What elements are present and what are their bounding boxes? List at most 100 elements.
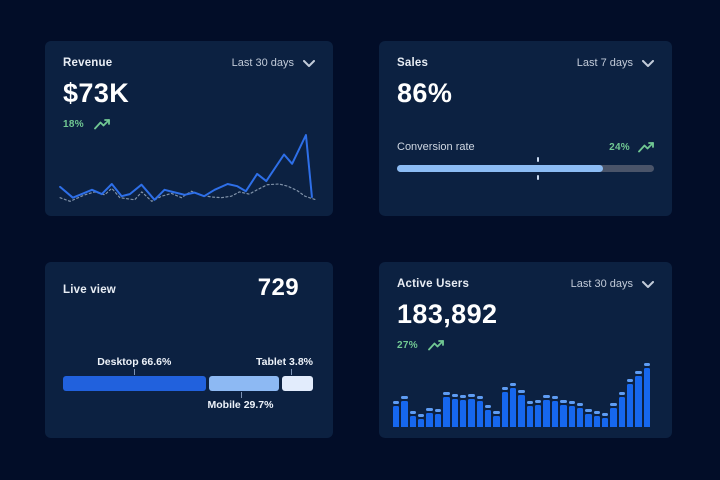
bar	[484, 404, 492, 427]
sales-range-label: Last 7 days	[576, 57, 633, 69]
bar-body	[543, 400, 550, 427]
bar	[610, 402, 617, 427]
bar-cap	[601, 412, 609, 416]
bar	[568, 401, 575, 427]
bar	[418, 414, 425, 427]
active-users-value: 183,892	[397, 299, 498, 329]
revenue-delta: 18%	[63, 118, 84, 130]
bar-cap	[443, 391, 450, 395]
card-grid: Revenue Last 30 days $73K 18% Sales Last…	[45, 41, 672, 438]
bar-body	[593, 416, 600, 427]
bar	[643, 363, 651, 427]
progress-marker-bottom	[537, 175, 540, 180]
bar	[543, 395, 550, 427]
trending-up-icon	[638, 142, 654, 153]
revenue-range-label: Last 30 days	[231, 57, 294, 69]
bar-cap	[526, 401, 534, 405]
bar	[551, 396, 559, 427]
conversion-progress-bar	[397, 157, 654, 180]
bar-body	[585, 414, 592, 427]
segment-tablet	[281, 376, 313, 391]
bar	[459, 395, 467, 427]
segment-connector-desktop	[134, 369, 136, 375]
bar	[468, 393, 475, 427]
bar-cap	[643, 363, 651, 366]
bar-cap	[576, 402, 584, 406]
sales-card: Sales Last 7 days 86% Conversion rate 24…	[379, 41, 672, 216]
segment-desktop	[63, 376, 206, 391]
bar-body	[409, 416, 417, 427]
revenue-card-header: Revenue Last 30 days	[63, 57, 315, 69]
bar-cap	[426, 407, 433, 411]
bar-cap	[551, 396, 559, 400]
bar	[593, 411, 600, 427]
progress-marker-top	[537, 157, 540, 162]
bar	[409, 411, 417, 427]
active-users-bar-chart	[393, 363, 651, 427]
bar	[401, 396, 408, 427]
segment-mobile	[208, 376, 279, 391]
bar-body	[560, 405, 567, 427]
segment-connector-tablet	[291, 369, 293, 375]
bar-body	[551, 401, 559, 427]
revenue-card-title: Revenue	[63, 57, 113, 69]
segment-label-tablet: Tablet 3.8%	[256, 356, 313, 368]
bar	[393, 401, 400, 427]
bar	[493, 411, 500, 427]
bar-body	[443, 396, 450, 427]
active-users-range-dropdown[interactable]: Last 30 days	[571, 278, 654, 290]
chevron-down-icon	[642, 280, 654, 288]
active-users-card-title: Active Users	[397, 278, 470, 290]
bar-cap	[535, 400, 542, 404]
bar-body	[618, 396, 626, 427]
trending-up-icon	[94, 119, 110, 130]
bar-body	[576, 407, 584, 427]
bar-cap	[468, 393, 475, 397]
bar-body	[627, 384, 634, 427]
bar-cap	[585, 409, 592, 413]
bar-cap	[627, 379, 634, 382]
bar-cap	[510, 383, 517, 387]
bar-body	[510, 388, 517, 427]
bar	[434, 409, 442, 427]
bar-body	[418, 419, 425, 427]
sales-delta-group: 24%	[609, 141, 654, 153]
bar-body	[493, 416, 500, 427]
bar	[576, 402, 584, 427]
bar-cap	[493, 411, 500, 414]
bar-body	[451, 398, 458, 427]
chevron-down-icon	[303, 59, 315, 67]
bar-body	[535, 405, 542, 427]
line-series-previous	[59, 183, 317, 202]
sales-range-dropdown[interactable]: Last 7 days	[577, 57, 654, 69]
bar	[426, 407, 433, 427]
bar-body	[501, 392, 509, 427]
live-view-card: Live view 729 Desktop 66.6% Tablet 3.8% M…	[45, 262, 333, 438]
active-users-delta: 27%	[397, 339, 418, 351]
live-view-card-header: Live view 729	[63, 274, 315, 302]
bar-cap	[618, 391, 626, 395]
bar-cap	[418, 414, 425, 418]
segment-label-desktop: Desktop 66.6%	[97, 356, 172, 368]
bar-body	[635, 375, 642, 427]
stack-labels-top: Desktop 66.6% Tablet 3.8%	[63, 356, 313, 376]
bar	[501, 387, 509, 427]
bar	[476, 396, 483, 427]
active-users-range-label: Last 30 days	[570, 278, 633, 290]
bar-cap	[568, 401, 575, 405]
bar	[601, 412, 609, 427]
line-series-current	[59, 134, 313, 201]
bar	[535, 400, 542, 427]
bar-cap	[459, 395, 467, 398]
active-users-delta-row: 27%	[397, 339, 654, 351]
bar-body	[401, 401, 408, 427]
bar	[526, 401, 534, 427]
active-users-card-header: Active Users Last 30 days	[397, 278, 654, 290]
revenue-range-dropdown[interactable]: Last 30 days	[232, 57, 315, 69]
bar-cap	[518, 389, 525, 393]
stack-labels-bottom: Mobile 29.7%	[63, 391, 313, 411]
bar	[585, 409, 592, 427]
bar-cap	[543, 395, 550, 398]
bar	[518, 389, 525, 427]
